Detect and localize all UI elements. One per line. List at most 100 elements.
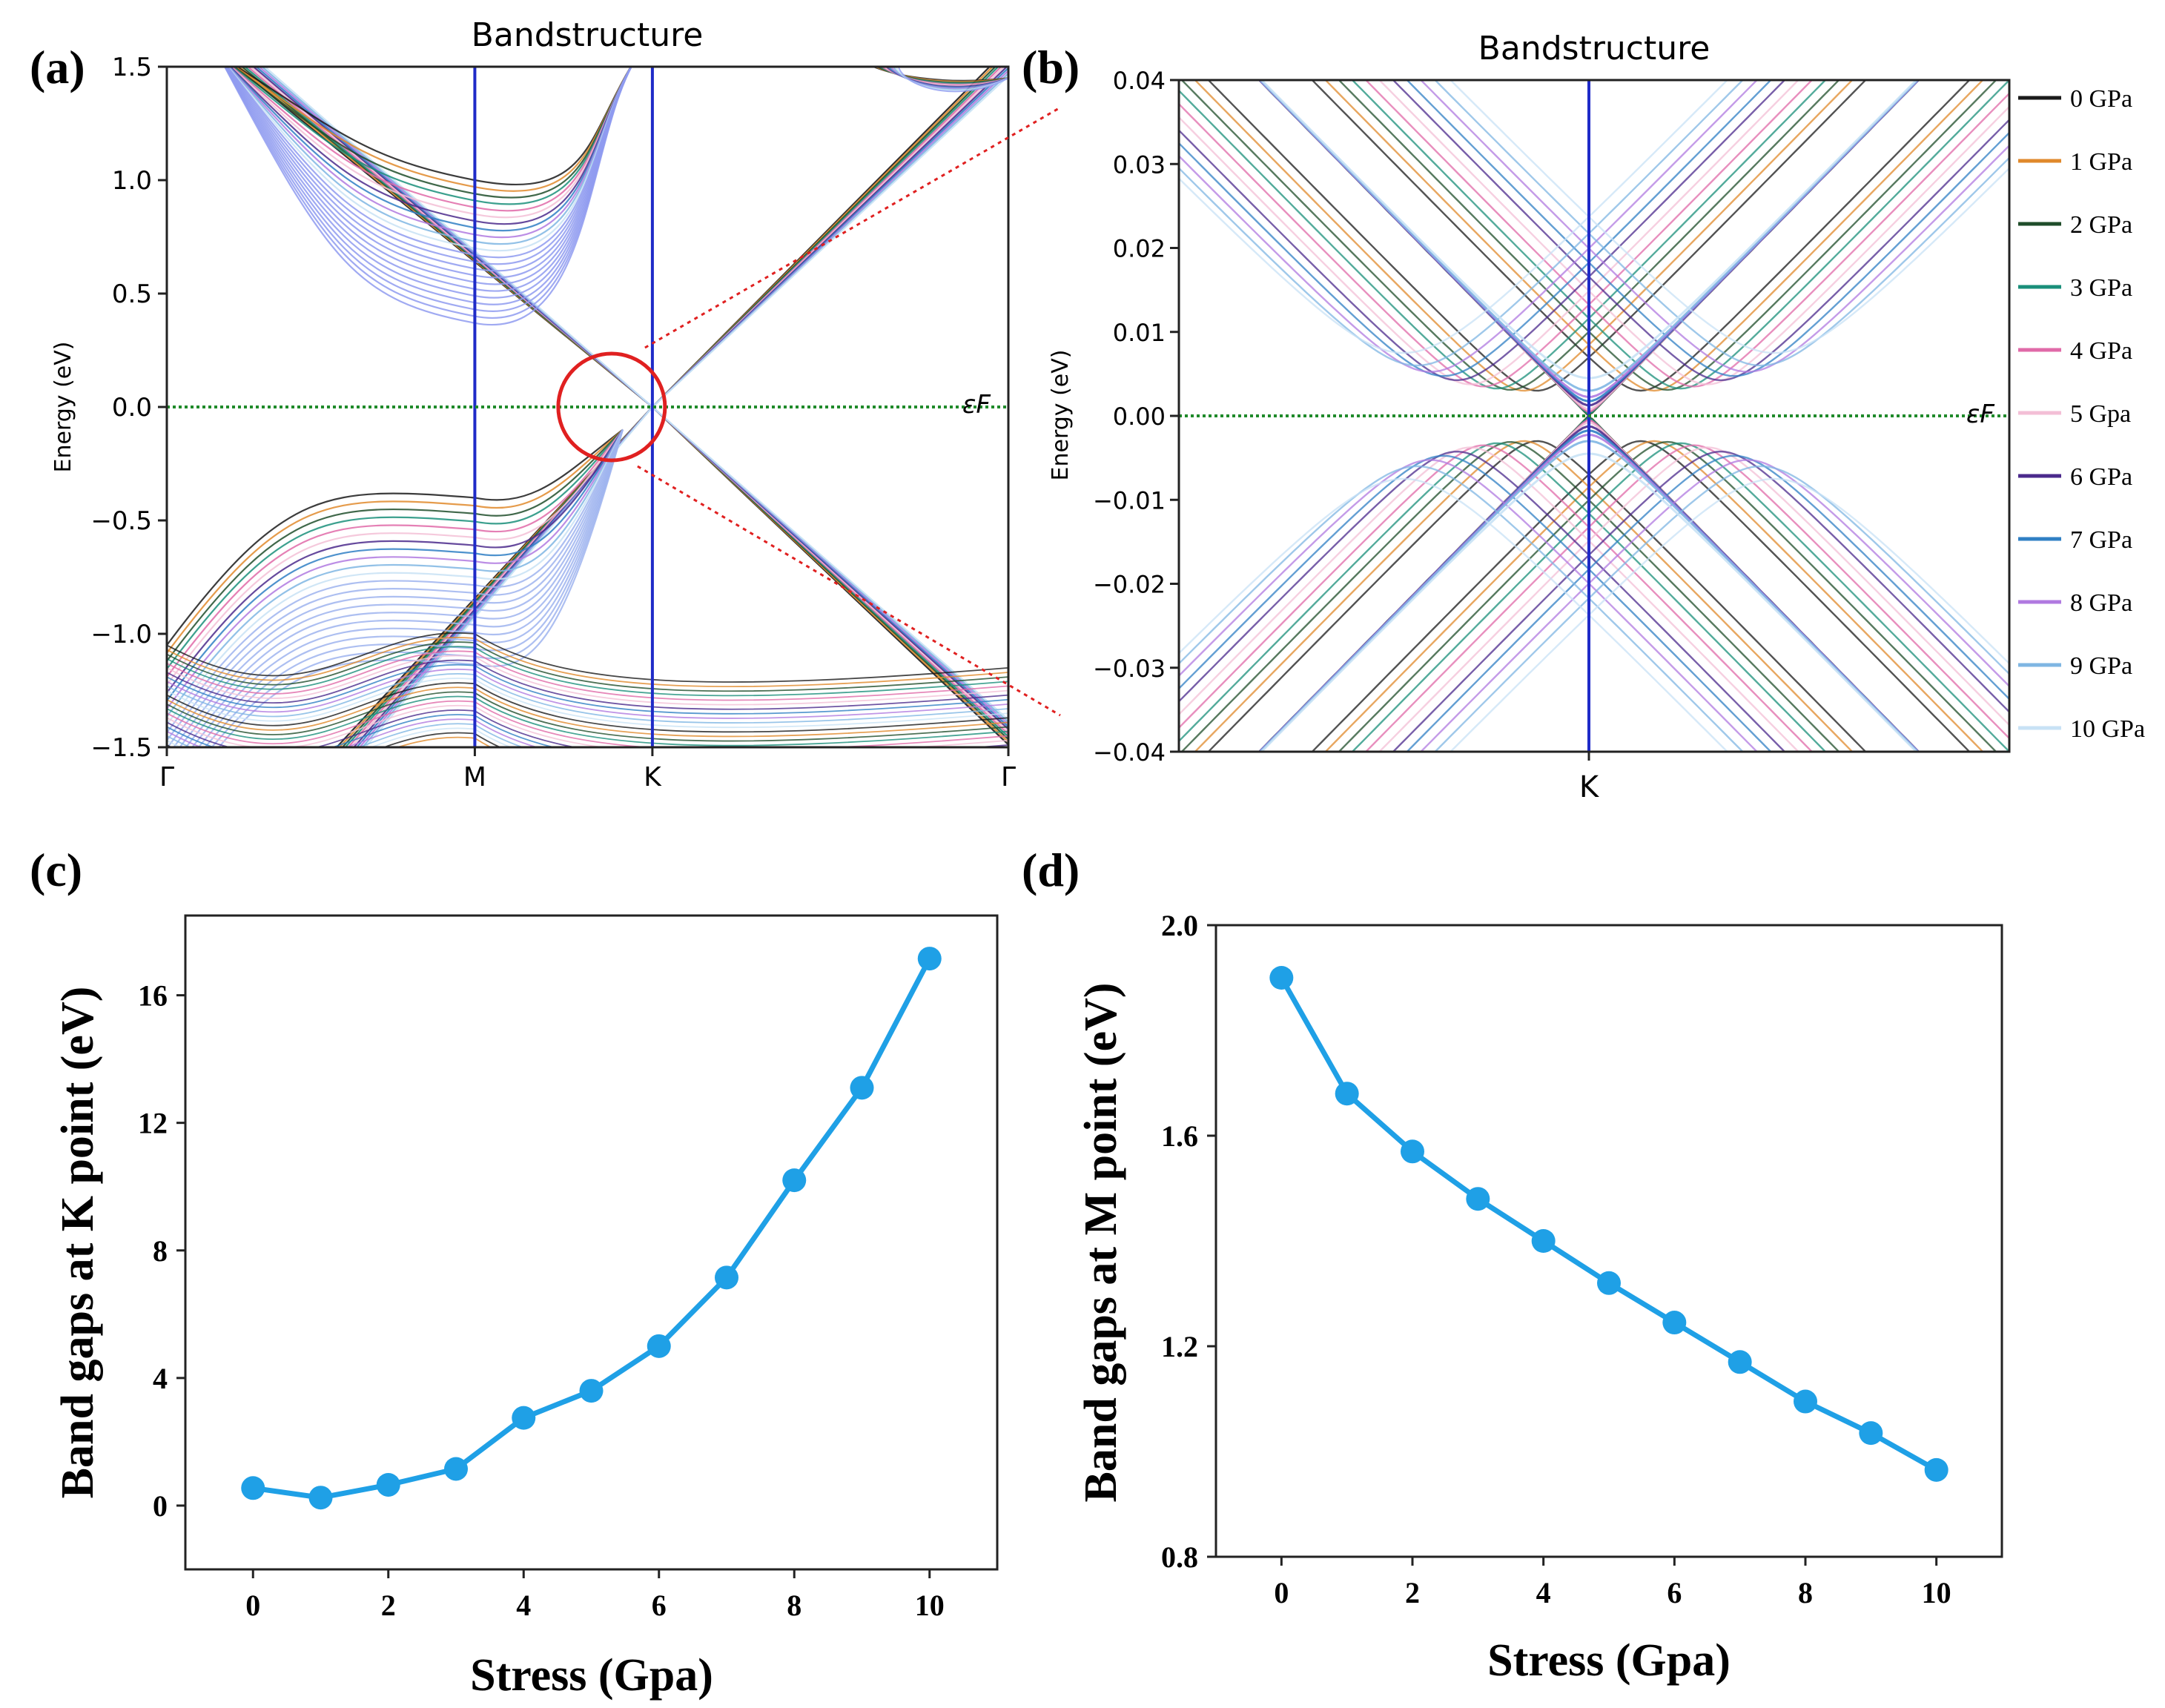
panel-a-xtick-label-2: K (644, 762, 662, 792)
panel-c-point-9 (850, 1076, 874, 1100)
panel-a-vb-3 (167, 428, 624, 670)
panel-d-xtick-label-3: 6 (1667, 1576, 1682, 1609)
panel-b-rep-5-l-up (1179, 80, 1800, 385)
panel-c-point-1 (308, 1486, 333, 1510)
panel-a-zoom-circle (556, 351, 667, 463)
panel-a-fermi-text: εF (962, 390, 991, 420)
panel-c: (c) Stress (Gpa) Band gaps at K point (e… (30, 844, 999, 1701)
panel-b-rep-3-l-down (1179, 442, 1827, 752)
panel-b-rep-4-l-down (1179, 444, 1814, 752)
panel-b-rep-3-r-down (1351, 442, 2009, 752)
panel-a-low-6 (167, 659, 1008, 710)
panel-b-ytick-label-6: −0.02 (1093, 571, 1166, 599)
panel-b-rep-6-r-up (1392, 80, 2009, 382)
panel-a-ytick-label-3: 0.0 (112, 393, 152, 423)
panel-a-low-18 (167, 714, 557, 747)
legend-label-0: 0 GPa (2070, 85, 2132, 113)
panel-b-rep-4-l-up (1179, 80, 1814, 388)
panel-d-point-7 (1728, 1350, 1752, 1374)
panel-d-point-3 (1466, 1187, 1490, 1211)
panel-a-cone-up-9 (260, 67, 1008, 408)
panel-b-rep-10-l-down (1179, 477, 1729, 752)
panel-a-curve-group (167, 67, 1008, 747)
panel-b-band-curves (1179, 80, 2009, 752)
panel-c-xtick-label-3: 6 (652, 1589, 667, 1622)
panel-c-ticks: 0 2 4 6 8 10 0 4 8 12 16 (138, 979, 945, 1622)
panel-b-rep-2-r-down (1338, 440, 1997, 752)
panel-b-rep-7-r-up (1406, 80, 2009, 377)
panel-b-title: Bandstructure (1478, 30, 1710, 67)
panel-a: (a) Bandstructure Energy (eV) 1.5 1.0 0.5 0… (30, 16, 1016, 792)
panel-d-ylabel: Band gaps at M point (eV) (1076, 982, 1126, 1502)
panel-b-rep-10-l-up (1179, 80, 1729, 354)
panel-a-vb-16 (185, 429, 624, 747)
panel-b-ytick-label-3: 0.01 (1113, 319, 1166, 347)
panel-a-vb-9 (167, 429, 624, 718)
panel-b-rep-6-r-down (1392, 450, 2009, 752)
panel-c-point-8 (782, 1168, 807, 1193)
panel-c-point-0 (241, 1476, 265, 1500)
panel-d-xtick-label-1: 2 (1405, 1576, 1420, 1609)
panel-c-xtick-label-5: 10 (915, 1589, 945, 1622)
legend-label-2: 2 GPa (2070, 211, 2132, 239)
panel-b-xtick-k: K (1579, 770, 1600, 804)
panel-c-point-3 (444, 1457, 468, 1481)
panel-d-frame (1214, 924, 2003, 1558)
panel-d-ticks: 0 2 4 6 8 10 0.8 1.2 1.6 2.0 (1161, 909, 1951, 1609)
panel-b-rep-5-r-up (1378, 80, 2009, 385)
panel-b-rep-0-l-up (1207, 80, 1867, 392)
panel-d-point-10 (1924, 1457, 1948, 1482)
panel-a-low-13 (167, 691, 1008, 742)
panel-c-point-4 (512, 1406, 536, 1430)
panel-a-low-3 (167, 646, 1008, 697)
panel-a-vb-14 (172, 429, 624, 747)
panel-b-rep-5-l-down (1179, 446, 1800, 752)
panel-c-series (241, 947, 942, 1510)
panel-b-rep-10-r-down (1449, 477, 2009, 752)
panel-b-rep-6-l-down (1179, 450, 1786, 752)
panel-c-ylabel: Band gaps at K point (eV) (53, 987, 103, 1499)
panel-a-vb-10 (167, 429, 624, 726)
panel-b-rep-3-r-up (1351, 80, 2009, 390)
panel-a-ylabel: Energy (eV) (50, 342, 76, 473)
panel-d-point-5 (1597, 1271, 1621, 1295)
panel-a-vb-11 (167, 429, 624, 733)
panel-a-low-5 (167, 655, 1008, 706)
panel-b: (b) Bandstructure Energy (eV) 0.040.030.… (1022, 30, 2145, 804)
panel-c-line (252, 957, 932, 1500)
panel-a-low-14 (167, 695, 1008, 747)
panel-b-rep-9-l-up (1179, 80, 1745, 367)
panel-b-rep-0-r-down (1311, 440, 1971, 752)
panel-a-ytick-label-6: −1.5 (90, 733, 152, 763)
panel-d-series (1269, 966, 1948, 1482)
panel-d-label: (d) (1022, 844, 1080, 896)
panel-d-ytick-label-1: 1.2 (1161, 1330, 1198, 1363)
panel-d-line (1279, 976, 1938, 1472)
panel-a-low-0 (167, 632, 1008, 683)
panel-a-low-21 (167, 727, 513, 747)
panel-b-rep-0-l-down (1207, 440, 1867, 752)
panel-c-point-2 (376, 1472, 400, 1497)
panel-a-cone-up-6 (252, 67, 1008, 408)
panel-a-vb-4 (167, 428, 624, 678)
panel-a-ytick-label-1: 1.0 (112, 166, 152, 196)
panel-b-fermi-label: εF (1966, 400, 1994, 429)
panel-c-xtick-label-0: 0 (245, 1589, 260, 1622)
panel-a-ytick-label-5: −1.0 (90, 620, 152, 649)
panel-b-ytick-label-1: 0.03 (1113, 150, 1166, 179)
panel-a-low-15 (167, 700, 1008, 747)
legend-label-10: 10 GPa (2070, 715, 2145, 743)
panel-d-point-1 (1335, 1082, 1359, 1106)
panel-a-xtick-label-0: Γ (159, 762, 174, 792)
panel-c-label: (c) (30, 844, 82, 896)
panel-c-point-10 (917, 947, 942, 971)
legend-label-1: 1 GPa (2070, 148, 2132, 176)
panel-a-rcb-2 (876, 67, 1008, 84)
panel-b-rep-9-r-up (1433, 80, 2009, 367)
panel-b-label: (b) (1022, 41, 1080, 93)
panel-d-xtick-label-5: 10 (1922, 1576, 1951, 1609)
panel-b-rep-9-l-down (1179, 465, 1745, 752)
panel-a-vb-6 (167, 429, 624, 694)
panel-a-ytick-label-2: 0.5 (112, 279, 152, 309)
